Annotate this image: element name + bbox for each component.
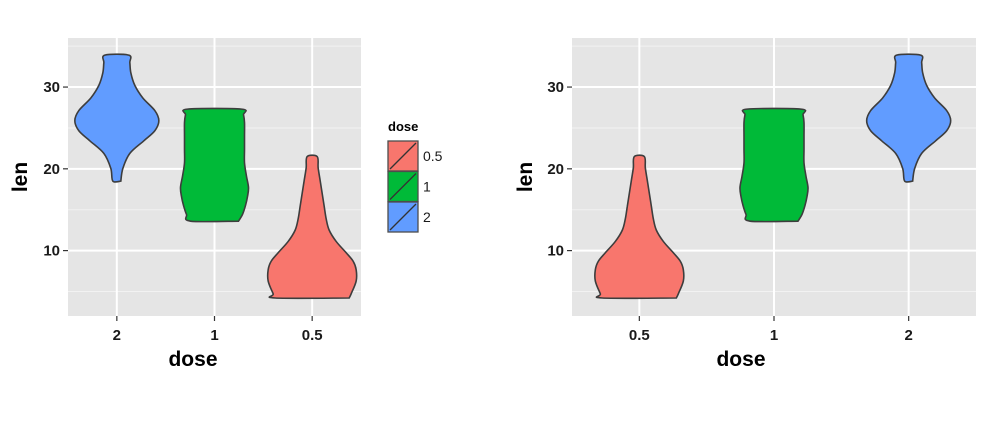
right-violins — [594, 53, 952, 300]
left-x-axis: 2 1 0.5 — [113, 316, 323, 344]
y-tick-label: 20 — [43, 161, 60, 178]
legend-label-1: 1 — [423, 179, 431, 195]
right-x-axis-title: dose — [716, 348, 765, 371]
x-tick-label: 2 — [113, 327, 121, 344]
x-tick-label: 0.5 — [629, 327, 650, 344]
left-violin-dose-0.5 — [266, 154, 358, 300]
left-violins — [74, 53, 358, 300]
y-tick-label: 30 — [43, 79, 60, 96]
right-y-axis: 10 20 30 — [547, 79, 572, 260]
y-tick-label: 30 — [547, 79, 564, 96]
legend-label-0.5: 0.5 — [423, 148, 443, 164]
left-violin-dose-1 — [179, 107, 250, 223]
legend-key-slash — [389, 142, 417, 170]
x-tick-label: 2 — [904, 327, 912, 344]
right-x-axis: 0.5 1 2 — [629, 316, 913, 344]
x-tick-label: 0.5 — [302, 327, 323, 344]
right-y-axis-title: len — [514, 162, 537, 192]
left-x-axis-title: dose — [168, 348, 217, 371]
right-chart: 10 20 30 0.5 1 2 dose len — [514, 38, 976, 371]
y-tick-label: 10 — [43, 243, 60, 260]
y-tick-label: 10 — [547, 243, 564, 260]
legend-key-slash — [389, 203, 417, 231]
left-violin-dose-2 — [74, 53, 160, 183]
x-tick-label: 1 — [770, 327, 778, 344]
left-y-axis: 10 20 30 — [43, 79, 68, 260]
legend: dose 0.5 1 2 — [387, 119, 443, 233]
right-violin-dose-1 — [739, 107, 809, 223]
left-y-axis-title: len — [9, 162, 32, 192]
legend-title: dose — [388, 119, 418, 134]
legend-key-slash — [389, 173, 417, 200]
legend-label-2: 2 — [423, 209, 431, 225]
y-tick-label: 20 — [547, 161, 564, 178]
right-violin-dose-0.5 — [594, 154, 685, 300]
right-violin-dose-2 — [865, 53, 952, 183]
x-tick-label: 1 — [210, 327, 218, 344]
